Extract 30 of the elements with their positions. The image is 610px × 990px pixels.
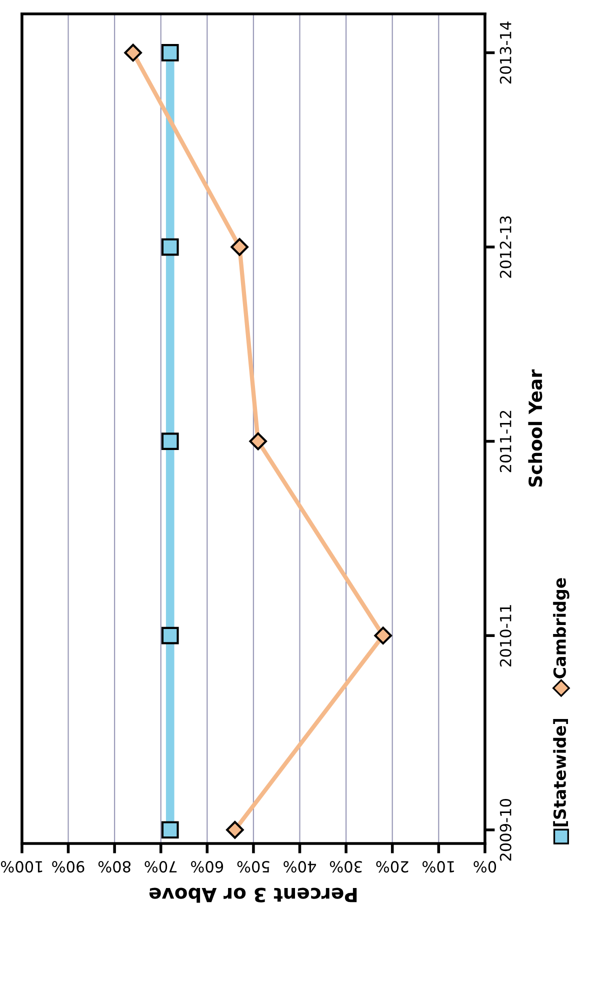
x-tick-label: 100% — [0, 861, 42, 873]
point — [161, 626, 179, 644]
y-tick-label: 2013-14 — [500, 22, 512, 84]
point — [124, 44, 142, 62]
x-tick-label: 30% — [330, 861, 362, 873]
y-tick-label: 2012-13 — [500, 216, 512, 278]
point — [161, 821, 179, 839]
x-tick-label: 70% — [144, 861, 177, 873]
y-tick-label: 2011-12 — [500, 410, 512, 472]
x-tick-label: 40% — [284, 861, 316, 873]
y-tick-label: 2010-11 — [500, 605, 512, 666]
x-tick-label: 90% — [52, 861, 84, 873]
point — [226, 820, 244, 839]
point — [374, 626, 392, 644]
x-tick-label: 0% — [474, 861, 496, 873]
point — [161, 238, 179, 256]
point — [249, 432, 267, 450]
point — [161, 44, 179, 62]
x-tick-label: 10% — [422, 861, 454, 873]
text: [Statewide] — [553, 719, 568, 826]
y-tick-label: 2009-10 — [500, 798, 512, 861]
x-tick-label: 60% — [191, 861, 224, 873]
x-tick-label: 50% — [237, 861, 270, 873]
x-tick-label: 80% — [98, 861, 130, 873]
point — [161, 432, 179, 450]
x-axis-title: Percent 3 or Above — [149, 888, 357, 903]
text: Cambridge — [553, 578, 570, 678]
x-tick-label: 20% — [376, 861, 408, 873]
point — [230, 238, 248, 256]
y-axis-title: School Year — [528, 369, 542, 487]
